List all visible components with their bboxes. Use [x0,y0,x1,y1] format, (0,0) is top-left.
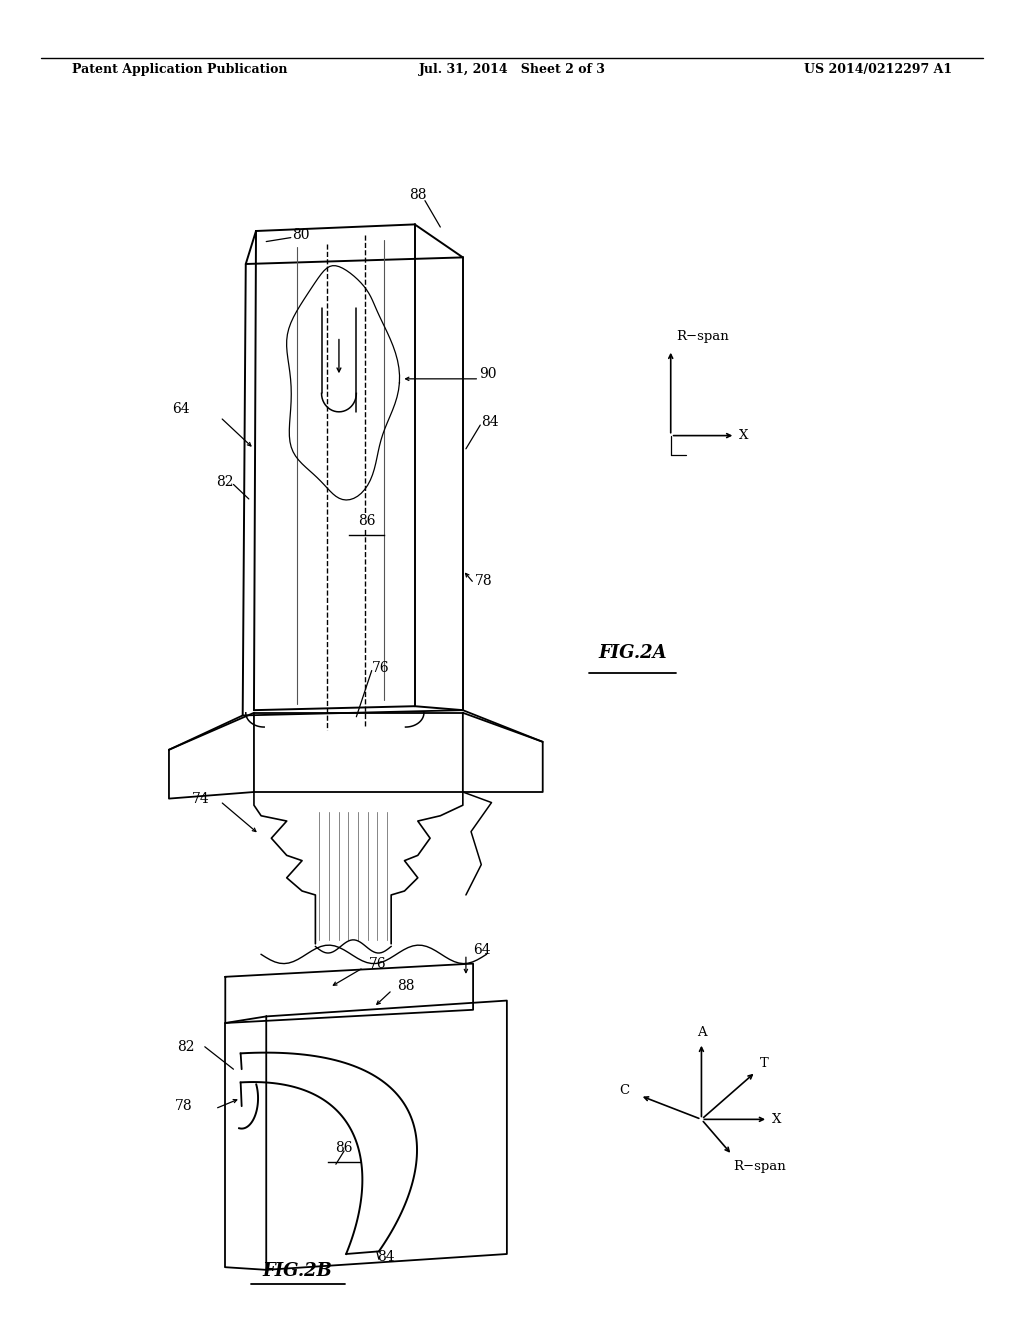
Text: 80: 80 [292,228,309,242]
Text: X: X [739,429,749,442]
Text: 78: 78 [475,574,493,587]
Text: 82: 82 [216,475,233,488]
Text: R−span: R−span [676,330,729,343]
Text: 64: 64 [473,944,490,957]
Text: R−span: R−span [733,1160,786,1173]
Text: 82: 82 [177,1040,195,1053]
Text: Jul. 31, 2014   Sheet 2 of 3: Jul. 31, 2014 Sheet 2 of 3 [419,63,605,75]
Text: FIG.2B: FIG.2B [262,1262,332,1280]
Text: 78: 78 [175,1100,193,1113]
Text: T: T [760,1057,769,1071]
Text: 74: 74 [193,792,210,805]
Text: X: X [772,1113,781,1126]
Text: 84: 84 [377,1250,394,1263]
Text: C: C [620,1084,630,1097]
Text: 86: 86 [357,515,376,528]
Text: US 2014/0212297 A1: US 2014/0212297 A1 [804,63,952,75]
Text: A: A [696,1026,707,1039]
Text: FIG.2A: FIG.2A [598,644,668,663]
Text: Patent Application Publication: Patent Application Publication [72,63,287,75]
Text: 76: 76 [369,957,386,970]
Text: 64: 64 [172,403,189,416]
Text: 84: 84 [481,416,499,429]
Text: 88: 88 [397,979,415,993]
Text: 88: 88 [410,189,427,202]
Text: 90: 90 [479,367,497,380]
Text: 86: 86 [335,1142,353,1155]
Text: 76: 76 [372,661,389,675]
